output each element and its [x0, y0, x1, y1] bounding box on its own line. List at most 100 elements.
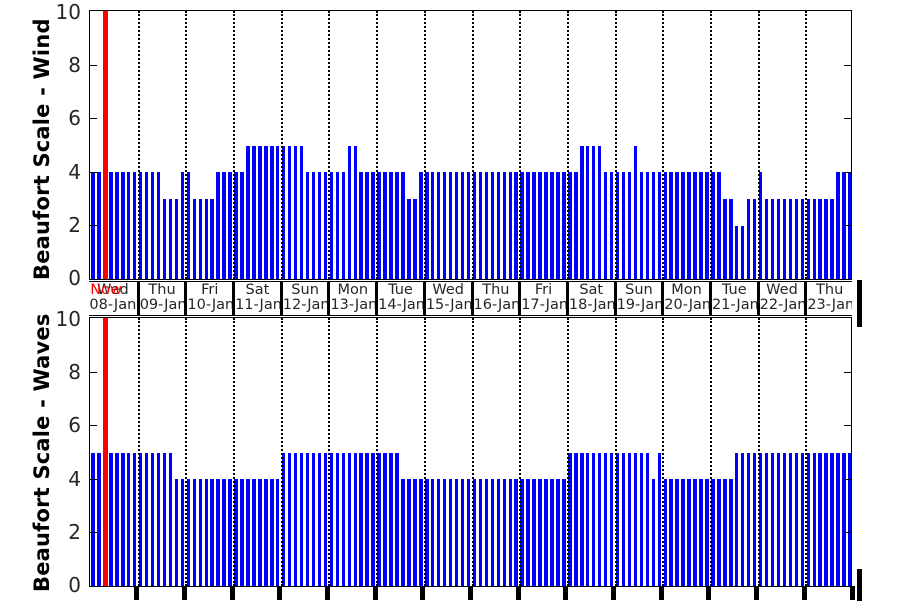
- x-tick-mark: [420, 586, 426, 600]
- day-gridline: [805, 318, 808, 586]
- bar: [371, 452, 375, 586]
- bar: [395, 452, 399, 586]
- bar: [91, 452, 95, 586]
- bar: [621, 172, 626, 279]
- bar: [371, 172, 375, 279]
- day-of-week: Thu: [148, 282, 176, 298]
- bar: [758, 452, 763, 586]
- bar: [413, 198, 417, 279]
- bar: [597, 452, 602, 586]
- bar: [138, 452, 143, 586]
- day-gridline: [757, 11, 760, 279]
- day-of-month: 22-Jan: [759, 297, 805, 313]
- bar: [788, 452, 793, 586]
- bar: [603, 172, 608, 279]
- bar: [663, 479, 667, 586]
- bar: [830, 198, 834, 279]
- bar: [448, 479, 453, 586]
- day-of-month: 15-Jan: [425, 297, 471, 313]
- bar: [425, 172, 429, 279]
- bar: [580, 452, 584, 586]
- bar: [472, 172, 477, 279]
- bar: [377, 172, 381, 279]
- bar: [812, 452, 816, 586]
- bar: [478, 479, 483, 586]
- day-of-month: 23-Jan: [807, 297, 852, 313]
- day-axis-label: Tue 21-Jan: [708, 281, 757, 316]
- bar: [681, 479, 685, 586]
- day-of-week: Wed: [766, 282, 798, 298]
- bar: [651, 172, 656, 279]
- bar: [282, 145, 286, 279]
- bar: [538, 172, 542, 279]
- bar: [824, 452, 828, 586]
- bar: [347, 452, 352, 586]
- bar: [526, 172, 530, 279]
- bar: [770, 198, 775, 279]
- bar: [276, 479, 280, 586]
- day-gridline: [519, 318, 522, 586]
- bar: [800, 198, 805, 279]
- bar: [746, 452, 751, 586]
- bar: [657, 172, 661, 279]
- bar: [627, 452, 632, 586]
- bar: [115, 172, 119, 279]
- x-tick-mark: [754, 586, 760, 600]
- bar: [639, 452, 644, 586]
- bar: [365, 452, 369, 586]
- bar: [240, 172, 244, 279]
- day-of-month: 14-Jan: [378, 297, 423, 313]
- x-tick-mark: [658, 586, 664, 600]
- bar: [127, 452, 131, 586]
- bar: [597, 145, 602, 279]
- bar: [687, 479, 691, 586]
- day-axis-label: Tue 14-Jan: [375, 281, 423, 316]
- day-of-week: Tue: [388, 282, 413, 298]
- day-gridline: [185, 11, 188, 279]
- bar: [729, 198, 733, 279]
- bar: [633, 452, 638, 586]
- wind-day-axis: Wed 08-Jan Thu 09-Jan Fri 10-Jan Sat 11-Jan Sun 1…: [89, 281, 852, 316]
- day-of-week: Thu: [816, 282, 844, 298]
- bar: [657, 452, 661, 586]
- x-tick-mark: [134, 586, 140, 600]
- bar: [729, 479, 733, 586]
- x-tick-mark: [229, 586, 235, 600]
- bar: [520, 172, 524, 279]
- bar: [162, 452, 167, 586]
- bar: [526, 479, 530, 586]
- bar: [812, 198, 816, 279]
- day-gridline: [280, 11, 283, 279]
- bar: [377, 452, 381, 586]
- day-axis-label: Wed 15-Jan: [422, 281, 471, 316]
- bar: [782, 198, 787, 279]
- bar: [335, 452, 340, 586]
- bar: [609, 452, 614, 586]
- bar: [174, 198, 179, 279]
- bar: [740, 452, 745, 586]
- day-gridline: [566, 11, 569, 279]
- bar: [770, 452, 775, 586]
- bar: [359, 172, 363, 279]
- bar: [550, 479, 554, 586]
- day-of-week: Fri: [534, 282, 553, 298]
- bar: [746, 198, 751, 279]
- bar: [192, 479, 197, 586]
- bar: [532, 172, 536, 279]
- x-tick-mark: [277, 586, 283, 600]
- day-axis-label: Sat 18-Jan: [565, 281, 614, 316]
- bar: [287, 452, 292, 586]
- bar: [705, 479, 709, 586]
- day-of-week: Mon: [671, 282, 702, 298]
- bar: [97, 452, 101, 586]
- bar: [740, 225, 745, 279]
- bar: [836, 452, 840, 586]
- bar: [234, 479, 238, 586]
- bar: [287, 145, 292, 279]
- bar: [502, 479, 506, 586]
- bar: [144, 172, 149, 279]
- bar: [198, 198, 202, 279]
- day-gridline: [328, 318, 331, 586]
- bar: [204, 198, 208, 279]
- bar: [198, 479, 202, 586]
